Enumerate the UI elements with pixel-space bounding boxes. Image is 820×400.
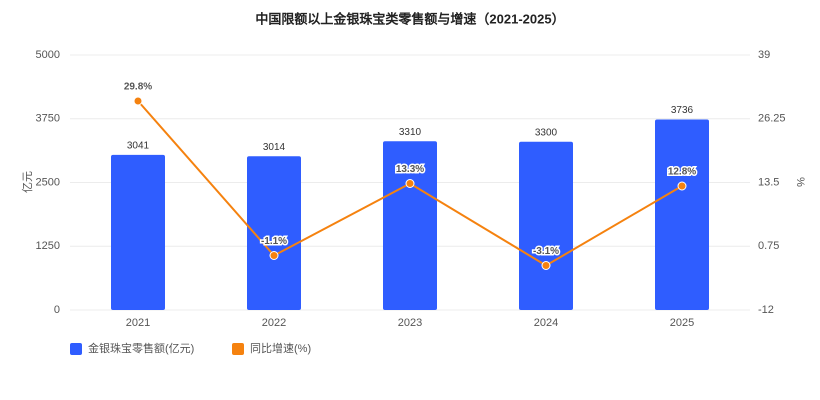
line-point <box>405 179 415 188</box>
bar <box>655 119 709 311</box>
line-value-label: -1.1% <box>261 236 287 247</box>
x-tick-label: 2022 <box>262 317 286 329</box>
y2-tick-label: 39 <box>758 49 770 61</box>
line-point <box>677 181 687 191</box>
y2-tick-label: 13.5 <box>758 176 779 188</box>
bar <box>383 141 437 310</box>
x-tick-label: 2025 <box>670 317 694 329</box>
y-tick-label: 2500 <box>36 176 60 188</box>
bar-value-label: 3041 <box>127 141 150 152</box>
line-value-label: -3.1% <box>533 246 559 257</box>
line-value-label: 13.3% <box>396 164 424 175</box>
legend-label: 金银珠宝零售额(亿元) <box>88 341 194 355</box>
y-tick-label: 3750 <box>36 113 60 125</box>
line-value-label: 12.8% <box>668 167 696 178</box>
bar <box>111 154 165 310</box>
chart-title: 中国限额以上金银珠宝类零售额与增速（2021-2025） <box>255 11 564 26</box>
x-tick-label: 2023 <box>398 317 422 329</box>
line-point <box>133 96 143 106</box>
y-axis-title: 亿元 <box>21 171 34 193</box>
y-tick-label: 1250 <box>36 240 60 252</box>
bar-value-label: 3736 <box>671 105 694 116</box>
y2-tick-label: -12 <box>758 304 774 316</box>
line-point <box>269 251 279 260</box>
bar <box>519 141 573 310</box>
y2-tick-label: 0.75 <box>758 240 779 252</box>
legend-label: 同比增速(%) <box>250 341 311 355</box>
bar-value-label: 3300 <box>535 127 558 138</box>
y-tick-label: 5000 <box>36 49 60 61</box>
bar-value-label: 3310 <box>399 127 422 138</box>
x-tick-label: 2021 <box>126 317 150 329</box>
y-tick-label: 0 <box>54 304 60 316</box>
line-point <box>541 261 551 270</box>
y2-axis-title: % <box>794 177 806 187</box>
legend-swatch <box>232 343 244 355</box>
bar-value-label: 3014 <box>263 142 286 153</box>
legend-swatch <box>70 343 82 355</box>
y2-tick-label: 26.25 <box>758 113 786 125</box>
bar <box>247 156 301 310</box>
line-value-label: 29.8% <box>124 82 152 93</box>
x-tick-label: 2024 <box>534 317 558 329</box>
